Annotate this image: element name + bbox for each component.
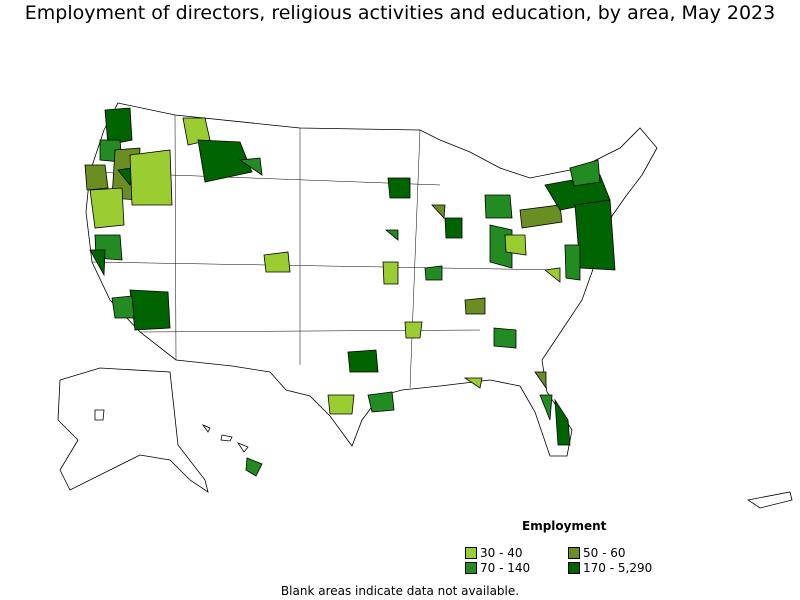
hawaii-oahu (220, 434, 233, 442)
puerto-rico (746, 491, 793, 509)
map-area (384, 229, 399, 241)
legend-label: 50 - 60 (583, 546, 626, 560)
map-area (182, 117, 211, 146)
map-area (382, 261, 399, 285)
legend-label: 30 - 40 (480, 546, 523, 560)
map-area (534, 371, 547, 390)
map-area (263, 251, 291, 273)
map-area (463, 377, 483, 389)
map-area (404, 321, 423, 339)
map-area (129, 289, 171, 331)
hawaii-kauai (201, 424, 211, 433)
map-area (197, 139, 253, 183)
map-area (519, 204, 563, 229)
map-area (444, 217, 463, 239)
map-area (431, 204, 446, 219)
contiguous-us (85, 102, 658, 457)
map-area (367, 391, 395, 413)
legend-item: 170 - 5,290 (568, 561, 652, 575)
legend-title: Employment (522, 519, 607, 533)
alaska-area (94, 409, 105, 421)
map-area (347, 349, 379, 373)
map-area (554, 398, 571, 446)
map-area (111, 295, 135, 319)
map-area (238, 157, 263, 176)
map-area (84, 164, 109, 191)
state-boundary (174, 114, 177, 361)
state-boundary (409, 129, 421, 389)
map-area (89, 249, 106, 277)
hawaii-big-island (245, 457, 263, 477)
hawaii-maui (236, 442, 249, 453)
map-area (539, 394, 553, 421)
map-area (564, 244, 581, 281)
legend-swatch (568, 562, 580, 574)
map-area (104, 107, 133, 146)
map-areas (84, 107, 616, 446)
state-boundary (91, 261, 561, 271)
map-area (424, 265, 443, 281)
map-area (129, 149, 173, 206)
footnote: Blank areas indicate data not available. (280, 584, 520, 598)
map-area (387, 177, 411, 199)
legend-label: 170 - 5,290 (583, 561, 653, 575)
legend-item: 50 - 60 (568, 546, 626, 560)
map-title: Employment of directors, religious activ… (24, 2, 776, 24)
legend-swatch (465, 547, 477, 559)
legend-label: 70 - 140 (480, 561, 531, 575)
legend-item: 70 - 140 (465, 561, 530, 575)
legend-item: 30 - 40 (465, 546, 523, 560)
map-base (57, 102, 793, 509)
map-area (574, 199, 616, 271)
map-area (569, 159, 601, 187)
map-area (327, 394, 355, 415)
state-boundary (139, 329, 481, 333)
legend-swatch (568, 547, 580, 559)
map-area (504, 234, 527, 256)
map-area (464, 297, 486, 315)
alaska (57, 367, 209, 493)
map-area (89, 187, 125, 229)
map-area (493, 327, 517, 349)
map-area (544, 267, 561, 283)
legend-swatch (465, 562, 477, 574)
map-area (484, 194, 513, 219)
